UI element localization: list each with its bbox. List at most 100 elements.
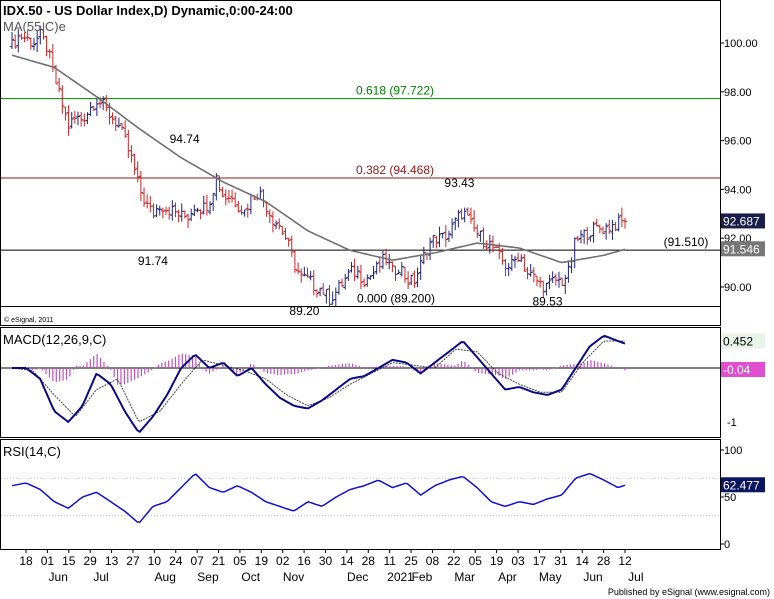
rsi-y-label: 100 — [724, 445, 742, 457]
price-bar — [258, 186, 263, 200]
x-tick-label: 22 — [447, 554, 461, 568]
price-bar — [550, 271, 555, 284]
price-bar — [371, 266, 376, 279]
price-bar — [129, 145, 134, 163]
x-tick-label: 05 — [233, 554, 247, 568]
price-bar — [453, 217, 458, 231]
x-month-label: Jul — [93, 570, 108, 584]
price-bar — [418, 254, 423, 280]
price-bar — [116, 117, 121, 128]
price-bar — [57, 77, 62, 93]
price-bar — [311, 270, 316, 296]
x-tick-label: 13 — [105, 554, 119, 568]
price-bar — [440, 232, 445, 239]
price-bar — [384, 248, 389, 266]
price-bar — [318, 287, 323, 297]
macd-value-tag-box — [721, 333, 765, 349]
price-bar — [292, 250, 297, 273]
price-bar — [25, 29, 30, 42]
price-bar — [44, 35, 49, 57]
price-bar — [79, 111, 84, 127]
x-month-label: Sep — [197, 570, 219, 584]
x-tick-label: 24 — [169, 554, 183, 568]
price-bar — [91, 106, 96, 111]
rsi-panel — [0, 439, 721, 550]
price-bar — [578, 229, 583, 244]
price-bar — [566, 260, 571, 283]
price-bar — [176, 209, 181, 223]
x-month-label: Mar — [454, 570, 475, 584]
price-bar — [327, 285, 332, 307]
price-bar — [211, 193, 216, 211]
price-bar — [60, 85, 65, 114]
price-bar — [478, 230, 483, 242]
rsi-y-label: 0 — [724, 539, 730, 551]
price-bar — [239, 205, 244, 215]
price-bar — [19, 33, 24, 40]
price-bar — [35, 30, 40, 52]
x-tick-label: 28 — [362, 554, 376, 568]
price-bar — [509, 254, 514, 272]
price-bar — [142, 187, 147, 207]
price-bar — [233, 192, 238, 208]
price-bar — [280, 225, 285, 236]
x-month-label: Jul — [628, 570, 643, 584]
last-price-tag: 92.687 — [723, 214, 760, 228]
price-bar — [321, 282, 326, 295]
x-tick-label: 14 — [340, 554, 354, 568]
price-bar — [591, 221, 596, 243]
price-bar — [522, 254, 527, 272]
x-tick-label: 11 — [383, 554, 396, 568]
x-month-label: Aug — [155, 570, 176, 584]
price-bar — [456, 209, 461, 228]
price-y-label: 100.00 — [724, 38, 758, 50]
x-month-label: Feb — [412, 570, 433, 584]
price-bar — [286, 237, 291, 247]
x-tick-label: 14 — [576, 554, 590, 568]
x-month-label: 2021 — [387, 570, 414, 584]
price-bar — [154, 204, 159, 218]
price-bar — [32, 38, 37, 51]
price-bar — [512, 255, 517, 268]
x-tick-label: 10 — [148, 554, 162, 568]
price-bar — [123, 120, 128, 138]
price-bar — [616, 213, 621, 232]
price-bar — [47, 48, 52, 59]
price-bar — [481, 227, 486, 249]
price-bar — [428, 237, 433, 261]
price-bar — [607, 219, 612, 235]
price-bar — [541, 280, 546, 298]
rsi-line — [11, 472, 626, 524]
macd-value-tag: 0.452 — [723, 335, 753, 349]
last-price-tag-box — [721, 213, 765, 229]
price-bar — [525, 266, 530, 280]
price-bar — [330, 291, 335, 305]
price-bar — [179, 203, 184, 222]
price-bar — [132, 153, 137, 175]
price-bar — [346, 268, 351, 282]
price-bar — [274, 220, 279, 230]
price-annotation: 94.74 — [170, 132, 200, 146]
x-month-label: Oct — [241, 570, 260, 584]
price-bar — [399, 262, 404, 277]
price-bar — [434, 236, 439, 249]
ma-55-line — [11, 54, 626, 264]
price-bar — [358, 264, 363, 290]
price-bar — [519, 254, 524, 262]
price-bar — [610, 220, 615, 240]
x-tick-label: 30 — [319, 554, 333, 568]
price-bar — [66, 105, 71, 136]
price-bar — [547, 275, 552, 290]
price-bar — [365, 274, 370, 287]
price-bar — [560, 277, 565, 287]
price-bar — [101, 96, 106, 110]
price-bar — [553, 273, 558, 286]
macd-title: MACD(12,26,9,C) — [3, 332, 106, 347]
price-bar — [126, 130, 131, 159]
x-tick-label: 28 — [597, 554, 611, 568]
price-bar — [588, 235, 593, 242]
x-tick-label: 21 — [212, 554, 226, 568]
esignal-watermark: © eSignal, 2011 — [4, 316, 54, 324]
price-bar — [302, 266, 307, 277]
